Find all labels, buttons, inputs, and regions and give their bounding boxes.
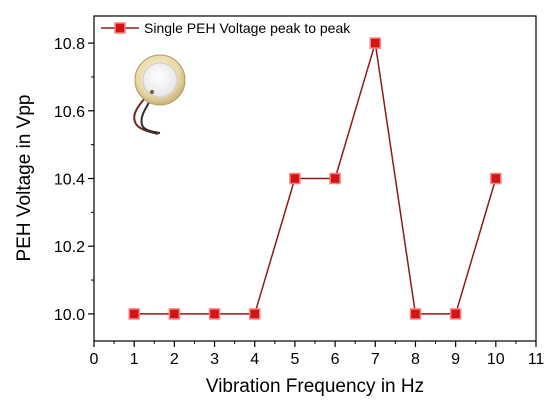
data-point	[289, 172, 301, 185]
axis-tick-labels: 0 1 2 3 4 5 6 7 8 9 10 11 10.0 10.2 10.4 10.6 10.8	[54, 36, 545, 368]
series-line	[134, 42, 497, 315]
y-tick-label: 10.6	[54, 104, 85, 121]
x-tick-label: 0	[90, 351, 99, 368]
x-axis-title: Vibration Frequency in Hz	[206, 376, 424, 397]
y-axis-title: PEH Voltage in Vpp	[14, 95, 35, 262]
x-tick-label: 3	[210, 351, 219, 368]
data-point	[329, 172, 341, 185]
x-tick-label: 5	[290, 351, 299, 368]
data-point	[208, 308, 221, 320]
y-tick-label: 10.2	[54, 239, 85, 256]
y-tick-label: 10.4	[54, 172, 85, 189]
y-tick-label: 10.0	[54, 307, 85, 324]
legend: Single PEH Voltage peak to peak	[101, 20, 351, 36]
x-tick-label: 11	[528, 351, 545, 368]
data-point	[409, 308, 422, 320]
data-point	[248, 308, 261, 320]
axis-ticks	[88, 42, 537, 347]
data-point	[128, 308, 140, 320]
x-tick-label: 8	[411, 351, 420, 368]
data-point	[449, 308, 462, 320]
series-markers	[128, 37, 502, 320]
x-tick-label: 6	[331, 351, 340, 368]
x-tick-label: 10	[487, 351, 505, 368]
data-point	[490, 172, 502, 185]
x-tick-label: 9	[451, 351, 460, 368]
data-point	[168, 308, 181, 320]
x-tick-label: 4	[250, 351, 259, 368]
x-tick-label: 1	[130, 351, 139, 368]
x-tick-label: 2	[170, 351, 179, 368]
piezo-disc-image	[133, 54, 186, 135]
series-polyline	[134, 42, 497, 315]
x-tick-label: 7	[371, 351, 380, 368]
data-point	[369, 37, 382, 49]
legend-label: Single PEH Voltage peak to peak	[144, 20, 351, 36]
y-tick-label: 10.8	[54, 36, 85, 53]
legend-marker	[114, 22, 126, 34]
